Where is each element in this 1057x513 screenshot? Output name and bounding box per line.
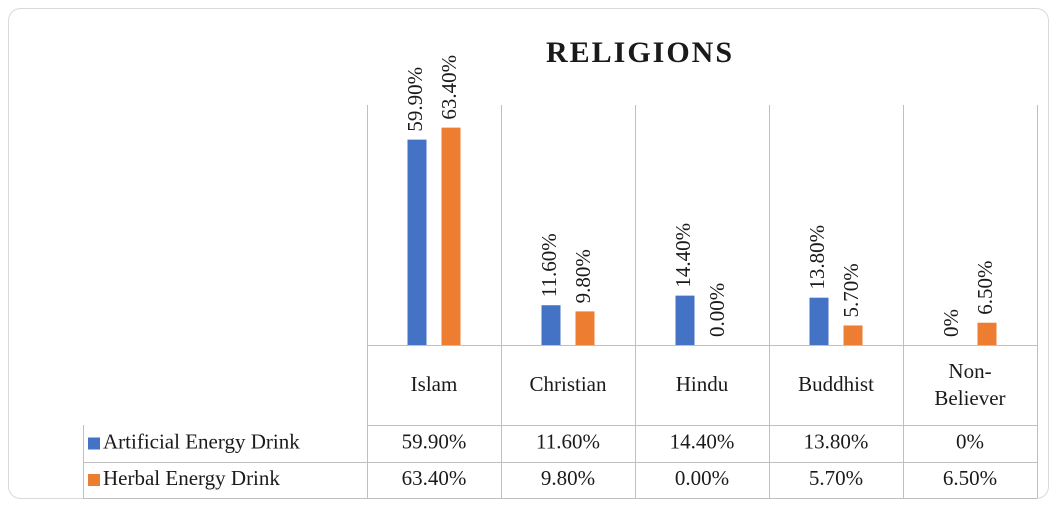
x-tick-label-box: Islam <box>410 372 458 397</box>
bar <box>843 325 863 345</box>
table-cell: 63.40% <box>402 466 467 490</box>
x-tick-label: Non-Believer <box>934 358 1006 410</box>
bar <box>977 322 997 345</box>
chart-title: RELIGIONS <box>546 36 734 69</box>
data-label: 14.40% <box>671 223 695 288</box>
x-tick-label: Islam <box>410 372 458 397</box>
data-label: 59.90% <box>403 67 427 132</box>
x-tick-label-box: Hindu <box>675 372 729 397</box>
x-tick-label-box: Non-Believer <box>934 358 1006 410</box>
x-tick-label-box: Christian <box>529 372 607 397</box>
data-label: 63.40% <box>437 55 461 120</box>
legend-label: Herbal Energy Drink <box>103 466 280 490</box>
x-tick-label: Buddhist <box>798 372 874 397</box>
data-label: 13.80% <box>805 225 829 290</box>
bar <box>541 305 561 345</box>
table-cell: 14.40% <box>670 429 735 453</box>
legend-label: Artificial Energy Drink <box>103 429 300 453</box>
bar <box>407 139 427 345</box>
table-cell: 5.70% <box>809 466 863 490</box>
bar <box>675 295 695 345</box>
data-label: 11.60% <box>537 233 561 297</box>
bar <box>575 311 595 345</box>
legend-key <box>88 437 100 450</box>
table-cell: 6.50% <box>943 466 997 490</box>
table-cell: 0.00% <box>675 466 729 490</box>
table-cell: 0% <box>956 429 984 453</box>
table-cell: 13.80% <box>804 429 869 453</box>
x-tick-label-box: Buddhist <box>798 372 874 397</box>
data-label: 5.70% <box>839 263 863 317</box>
table-cell: 11.60% <box>536 429 600 453</box>
bar <box>809 297 829 345</box>
table-cell: 59.90% <box>402 429 467 453</box>
data-label: 6.50% <box>973 260 997 314</box>
data-label: 0% <box>939 309 963 337</box>
bar <box>441 127 461 345</box>
data-label: 9.80% <box>571 249 595 303</box>
data-label: 0.00% <box>705 283 729 337</box>
x-tick-label: Christian <box>529 372 607 397</box>
table-cell: 9.80% <box>541 466 595 490</box>
x-tick-label: Hindu <box>675 372 729 397</box>
legend-key <box>88 474 100 486</box>
